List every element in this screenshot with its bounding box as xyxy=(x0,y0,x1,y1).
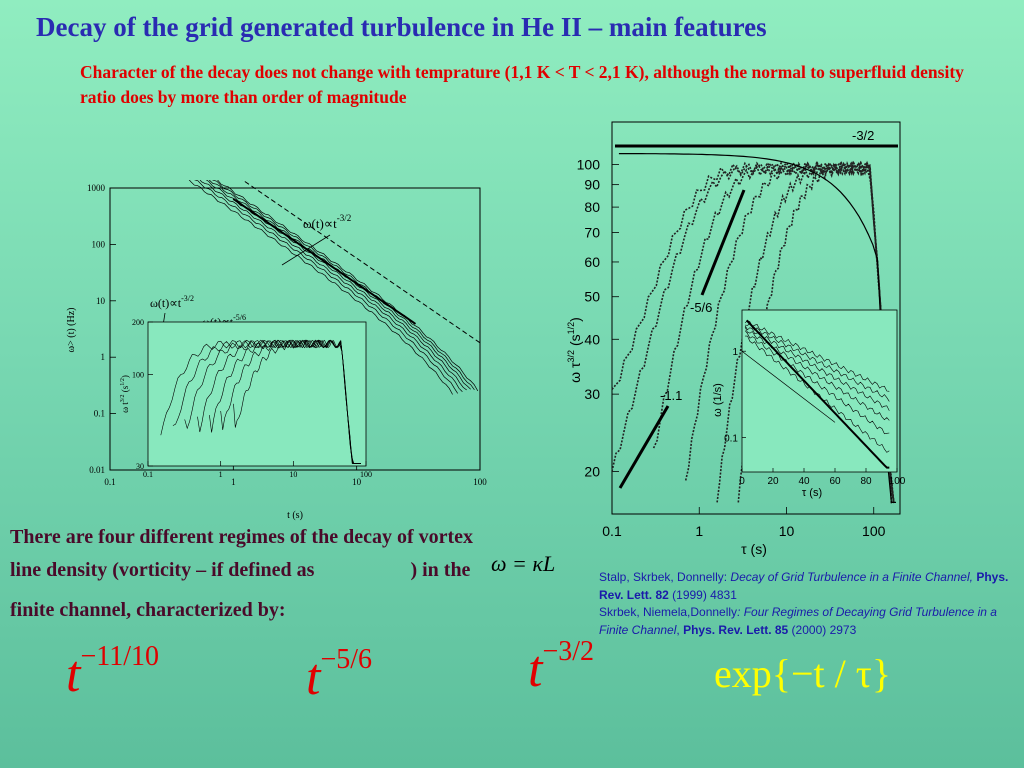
annotation-inset-slope-a: ω(t)∝t-3/2 xyxy=(150,294,194,310)
right-plot-frame xyxy=(611,121,901,515)
right-x-tick-label: 0.1 xyxy=(602,523,622,539)
left-inset-x-tick-label: 0.1 xyxy=(143,470,153,479)
slide-subtitle: Character of the decay does not change w… xyxy=(80,62,964,107)
right-inset-plot: 0 20 40 60 80 100 0.1 1 ω (1/s) τ (s) xyxy=(712,309,906,499)
right-y-tick-label: 20 xyxy=(584,463,600,479)
left-decay-series xyxy=(217,180,479,392)
left-decay-series xyxy=(194,180,458,394)
body-line-1: There are four different regimes of the … xyxy=(10,526,474,548)
right-inset-x-tick-label: 20 xyxy=(767,476,779,487)
svg-text:τ (s): τ (s) xyxy=(802,487,822,499)
svg-text:ω (1/s): ω (1/s) xyxy=(712,383,724,417)
body-line-2b: ) in the xyxy=(410,559,471,581)
left-inset-x-tick-label: 100 xyxy=(360,470,372,479)
formula-exponential-decay: exp{−t / τ} xyxy=(714,651,892,696)
omega-kappa-l-expression: ω = κL xyxy=(491,551,556,576)
left-fit-curve xyxy=(232,198,417,325)
right-y-tick-label: 40 xyxy=(584,331,600,347)
annotation-main-arrow xyxy=(281,234,331,266)
left-y-tick-label: 1 xyxy=(101,352,106,362)
left-inset-y-tick-label: 100 xyxy=(132,371,144,380)
right-inset-y-tick-label: 1 xyxy=(732,347,738,358)
left-y-tick-label: 10 xyxy=(96,296,106,306)
right-y-axis-label: ω τ3/2 (s1/2) xyxy=(566,317,583,383)
right-y-tick-label: 50 xyxy=(584,289,600,305)
right-inset-x-tick-label: 40 xyxy=(798,476,810,487)
right-inset-series xyxy=(744,325,890,411)
citation-block: Stalp, Skrbek, Donnelly: Decay of Grid T… xyxy=(599,570,1009,637)
right-decay-series xyxy=(652,162,895,503)
left-decay-series xyxy=(188,180,453,395)
right-inset-x-tick-label: 100 xyxy=(889,476,906,487)
right-slope-label-1-1: -1.1 xyxy=(660,388,682,403)
right-inset-series xyxy=(744,320,890,392)
formula-t-minus-5-6: t−5/6 xyxy=(306,644,373,706)
right-slope-line-1-1 xyxy=(618,405,670,489)
left-decay-series xyxy=(199,180,463,392)
left-x-tick-label: 100 xyxy=(473,477,487,487)
left-y-tick-label: 0.01 xyxy=(89,465,105,475)
left-inset-x-tick-label: 1 xyxy=(219,470,223,479)
right-y-tick-label: 60 xyxy=(584,254,600,270)
body-line-2a: line density (vorticity – if defined as xyxy=(10,559,315,581)
left-inset-y-tick-label: 200 xyxy=(132,318,144,327)
right-inset-series xyxy=(745,323,890,402)
right-y-tick-label: 100 xyxy=(577,157,601,173)
left-inset-plot: 0.1 1 10 100 30 100 200 ω t3/2 (s1/2) xyxy=(120,318,372,479)
right-inset-x-tick-label: 0 xyxy=(739,476,745,487)
slide-title: Decay of the grid generated turbulence i… xyxy=(36,12,767,42)
left-inset-x-tick-label: 10 xyxy=(289,470,297,479)
right-y-tick-label: 30 xyxy=(584,386,600,402)
left-x-tick-label: 1 xyxy=(231,477,236,487)
right-y-tick-label: 80 xyxy=(584,199,600,215)
left-x-axis-label: t (s) xyxy=(287,510,303,521)
formula-t-minus-11-10: t−11/10 xyxy=(66,641,159,703)
formula-t-minus-3-2: t−3/2 xyxy=(528,636,595,698)
right-slope-label-3-2: -3/2 xyxy=(852,128,874,143)
right-slope-line-5-6 xyxy=(700,189,746,296)
right-x-tick-label: 10 xyxy=(779,523,795,539)
left-decay-series xyxy=(211,180,475,391)
left-y-tick-label: 0.1 xyxy=(94,409,105,419)
left-y-tick-label: 1000 xyxy=(87,183,106,193)
left-inset-y-tick-label: 30 xyxy=(136,462,144,471)
left-inset-series xyxy=(220,339,361,464)
svg-text:ω t3/2 (s1/2): ω t3/2 (s1/2) xyxy=(120,375,130,413)
left-x-tick-label: 10 xyxy=(352,477,362,487)
right-y-tick-label: 70 xyxy=(584,225,600,241)
right-inset-x-tick-label: 80 xyxy=(860,476,872,487)
left-y-axis-label: ω> (t) (Hz) xyxy=(66,308,77,353)
left-plot-frame xyxy=(109,187,481,471)
annotation-main-slope: ω(t)∝t-3/2 xyxy=(303,213,351,231)
right-inset-x-tick-label: 60 xyxy=(829,476,841,487)
right-x-tick-label: 100 xyxy=(862,523,886,539)
body-line-3: finite channel, characterized by: xyxy=(10,599,286,621)
right-y-tick-label: 90 xyxy=(584,177,600,193)
right-x-axis-label: τ (s) xyxy=(741,541,767,557)
right-x-tick-label: 1 xyxy=(695,523,703,539)
left-decay-curves xyxy=(188,180,479,395)
right-inset-fit xyxy=(745,319,890,469)
body-paragraph: There are four different regimes of the … xyxy=(10,521,600,627)
right-inset-y-tick-label: 0.1 xyxy=(724,434,738,445)
right-slope-label-5-6: -5/6 xyxy=(690,300,712,315)
left-inset-series xyxy=(233,339,361,464)
left-reference-slope-line xyxy=(241,180,481,344)
left-y-tick-label: 100 xyxy=(92,239,106,249)
left-x-tick-label: 0.1 xyxy=(104,477,115,487)
right-fit-curve xyxy=(618,153,896,503)
right-inset-series xyxy=(744,330,890,435)
